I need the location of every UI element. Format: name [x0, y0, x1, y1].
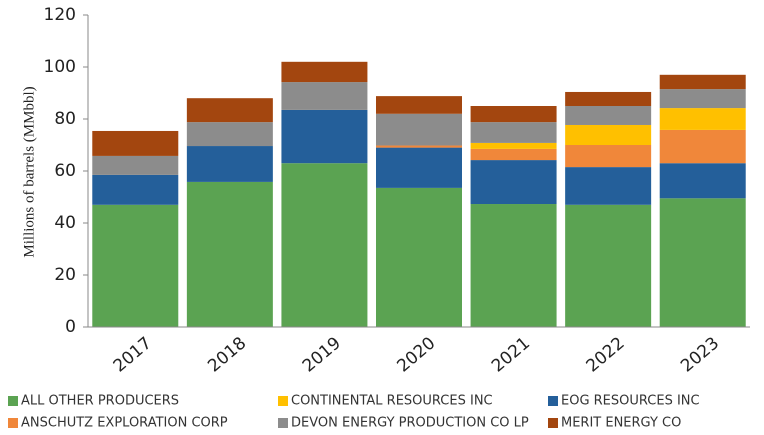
- bar-segment: [186, 181, 273, 327]
- legend-label: ANSCHUTZ EXPLORATION CORP: [21, 416, 228, 431]
- x-tick-label: 2020: [393, 333, 439, 376]
- bar-segment: [376, 113, 462, 146]
- y-tick-label: 40: [54, 213, 76, 233]
- legend-swatch: [548, 396, 558, 406]
- legend-label: MERIT ENERGY CO: [561, 416, 681, 431]
- bar-segment: [565, 106, 652, 125]
- x-tick-label: 2023: [677, 333, 723, 376]
- bar-segment: [186, 98, 273, 123]
- bar-segment: [376, 96, 462, 114]
- bar-segment: [281, 109, 368, 164]
- bar-segment: [186, 146, 273, 182]
- legend-swatch: [8, 418, 18, 428]
- bar-segment: [92, 204, 179, 327]
- y-tick-label: 80: [54, 109, 76, 129]
- x-tick-label: 2017: [110, 333, 156, 376]
- bar-segment: [659, 108, 746, 130]
- bar-segment: [659, 74, 746, 90]
- y-tick-label: 20: [54, 265, 76, 285]
- bar-segment: [281, 61, 368, 83]
- bar-segment: [470, 160, 557, 205]
- legend-swatch: [548, 418, 558, 428]
- bar-segment: [659, 198, 746, 327]
- x-tick-label: 2019: [299, 333, 345, 376]
- bar-segment: [565, 145, 652, 168]
- bar-segment: [92, 155, 179, 175]
- bar-segment: [659, 89, 746, 109]
- y-tick-label: 100: [44, 57, 76, 77]
- bar-segment: [565, 91, 652, 106]
- legend-swatch: [8, 396, 18, 406]
- bar-segment: [281, 82, 368, 110]
- bar-segment: [186, 122, 273, 147]
- legend-swatch: [278, 418, 288, 428]
- bar-segment: [565, 204, 652, 327]
- bar-segment: [92, 130, 179, 156]
- legend-swatch: [278, 396, 288, 406]
- bar-segment: [470, 204, 557, 327]
- legend-label: EOG RESOURCES INC: [561, 394, 700, 409]
- bar-segment: [470, 122, 557, 143]
- bar-segment: [470, 142, 557, 149]
- bar-segment: [565, 167, 652, 205]
- legend-label: CONTINENTAL RESOURCES INC: [291, 394, 493, 409]
- bar-segment: [659, 129, 746, 164]
- y-tick-label: 0: [65, 317, 76, 337]
- bar-segment: [376, 145, 462, 148]
- x-tick-label: 2022: [583, 333, 629, 376]
- y-tick-label: 60: [54, 161, 76, 181]
- y-axis-title: Millions of barrels (MMbbl): [21, 86, 37, 257]
- bar-segment: [376, 187, 462, 327]
- bar-segment: [470, 148, 557, 161]
- legend-label: DEVON ENERGY PRODUCTION CO LP: [291, 416, 529, 431]
- x-tick-label: 2021: [488, 333, 534, 376]
- bar-segment: [92, 174, 179, 205]
- legend-label: ALL OTHER PRODUCERS: [21, 394, 179, 409]
- bar-segment: [470, 106, 557, 123]
- bar-segment: [659, 163, 746, 199]
- x-tick-label: 2018: [204, 333, 250, 376]
- y-tick-label: 120: [44, 5, 76, 25]
- bar-segment: [281, 163, 368, 327]
- bar-segment: [565, 124, 652, 145]
- bar-segment: [376, 147, 462, 188]
